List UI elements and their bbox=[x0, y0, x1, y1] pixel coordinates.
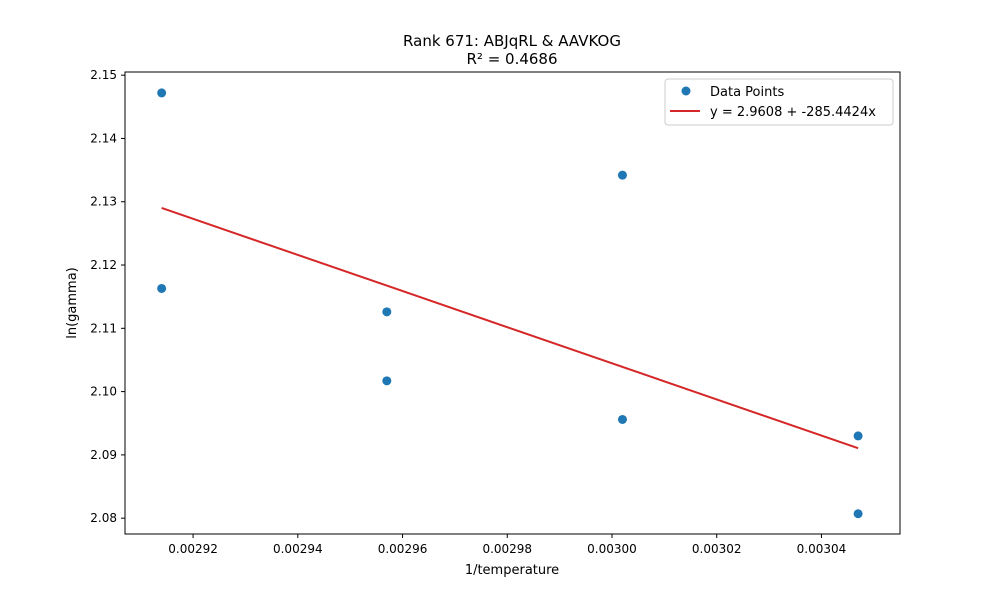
x-tick-label: 0.00304 bbox=[797, 542, 847, 556]
plot-content bbox=[157, 88, 863, 519]
y-tick-label: 2.10 bbox=[90, 385, 117, 399]
plot-area-frame bbox=[124, 71, 901, 535]
y-axis-label: ln(gamma) bbox=[65, 267, 80, 339]
x-tick-label: 0.00294 bbox=[273, 542, 323, 556]
data-point bbox=[382, 376, 392, 386]
data-point bbox=[382, 307, 392, 317]
legend-label-fit-line: y = 2.9608 + -285.4424x bbox=[710, 105, 876, 120]
x-tick-label: 0.00292 bbox=[168, 542, 218, 556]
y-tick-label: 2.09 bbox=[90, 448, 117, 462]
data-point bbox=[853, 431, 863, 441]
legend-scatter-marker bbox=[681, 86, 691, 96]
data-point bbox=[853, 509, 863, 519]
x-tick-label: 0.00298 bbox=[482, 542, 532, 556]
x-axis-ticks: 0.00292 0.00294 0.00296 0.00298 0.00300 0.003… bbox=[168, 534, 846, 556]
data-point bbox=[617, 170, 627, 180]
y-tick-label: 2.14 bbox=[90, 131, 117, 145]
chart-subtitle: R² = 0.4686 bbox=[466, 50, 557, 68]
y-tick-label: 2.08 bbox=[90, 511, 117, 525]
y-tick-label: 2.11 bbox=[90, 321, 117, 335]
y-tick-label: 2.15 bbox=[90, 68, 117, 82]
x-tick-label: 0.00296 bbox=[378, 542, 428, 556]
legend-box bbox=[664, 78, 894, 126]
data-point bbox=[617, 414, 627, 424]
y-tick-label: 2.12 bbox=[90, 258, 117, 272]
regression-line bbox=[161, 206, 859, 450]
data-point bbox=[157, 283, 167, 293]
x-tick-label: 0.00300 bbox=[587, 542, 637, 556]
legend: Data Points y = 2.9608 + -285.4424x bbox=[664, 78, 894, 126]
x-axis-label: 1/temperature bbox=[465, 563, 559, 578]
x-tick-label: 0.00302 bbox=[692, 542, 742, 556]
data-point bbox=[157, 88, 167, 98]
legend-label-data-points: Data Points bbox=[710, 85, 784, 100]
y-tick-label: 2.13 bbox=[90, 195, 117, 209]
y-axis-ticks: 2.08 2.09 2.10 2.11 2.12 2.13 2.14 2.15 bbox=[90, 68, 125, 525]
chart-title: Rank 671: ABJqRL & AAVKOG bbox=[403, 32, 621, 50]
